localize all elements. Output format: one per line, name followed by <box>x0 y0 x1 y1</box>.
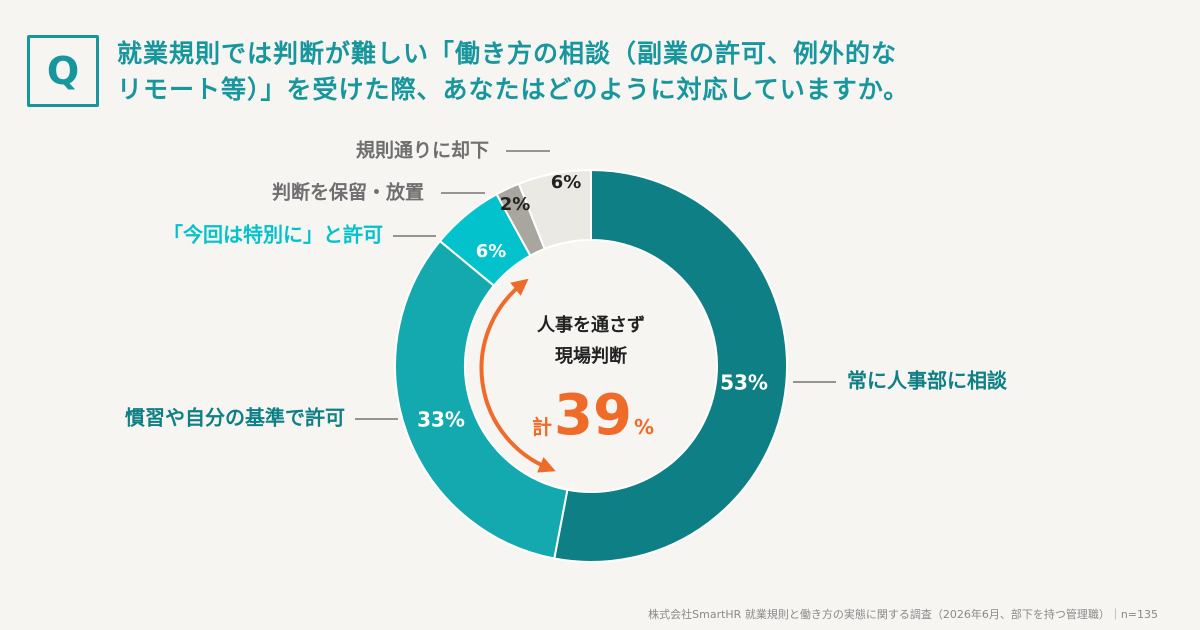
center-total: 計39% <box>532 383 654 448</box>
label-always-hr: 常に人事部に相談 <box>847 369 1008 393</box>
slice-reject <box>517 168 592 251</box>
donut-slices <box>394 168 788 563</box>
center-line-2: 現場判断 <box>555 345 627 367</box>
percent-special: 6% <box>476 241 507 262</box>
center-line-1: 人事を通さず <box>537 314 645 336</box>
center-total-prefix: 計 <box>532 415 552 439</box>
question-badge: Q <box>27 35 99 107</box>
percent-labels: 53% 33% 6% 2% 6% <box>417 172 768 432</box>
question-line-1: 就業規則では判断が難しい「働き方の相談（副業の許可、例外的な <box>117 39 898 68</box>
percent-pending: 2% <box>500 194 531 215</box>
percent-custom-own: 33% <box>417 408 465 432</box>
slice-custom-own <box>394 239 569 560</box>
label-special: 「今回は特別に」と許可 <box>163 223 383 247</box>
percent-reject: 6% <box>551 172 582 193</box>
center-total-suffix: % <box>634 415 654 439</box>
center-total-value: 39 <box>554 383 632 448</box>
percent-always-hr: 53% <box>720 371 768 395</box>
center-arrow <box>479 278 556 473</box>
slice-always-hr <box>553 168 788 563</box>
source-footnote: 株式会社SmartHR 就業規則と働き方の実態に関する調査（2026年6月、部下… <box>648 608 1158 621</box>
label-pending: 判断を保留・放置 <box>272 181 424 204</box>
label-reject: 規則通りに却下 <box>356 140 489 162</box>
label-custom-own: 慣習や自分の基準で許可 <box>125 406 345 430</box>
question-text: 就業規則では判断が難しい「働き方の相談（副業の許可、例外的な リモート等）」を受… <box>117 36 1177 108</box>
question-line-2: リモート等）」を受けた際、あなたはどのように対応していますか。 <box>117 75 910 104</box>
leader-lines <box>355 150 836 420</box>
